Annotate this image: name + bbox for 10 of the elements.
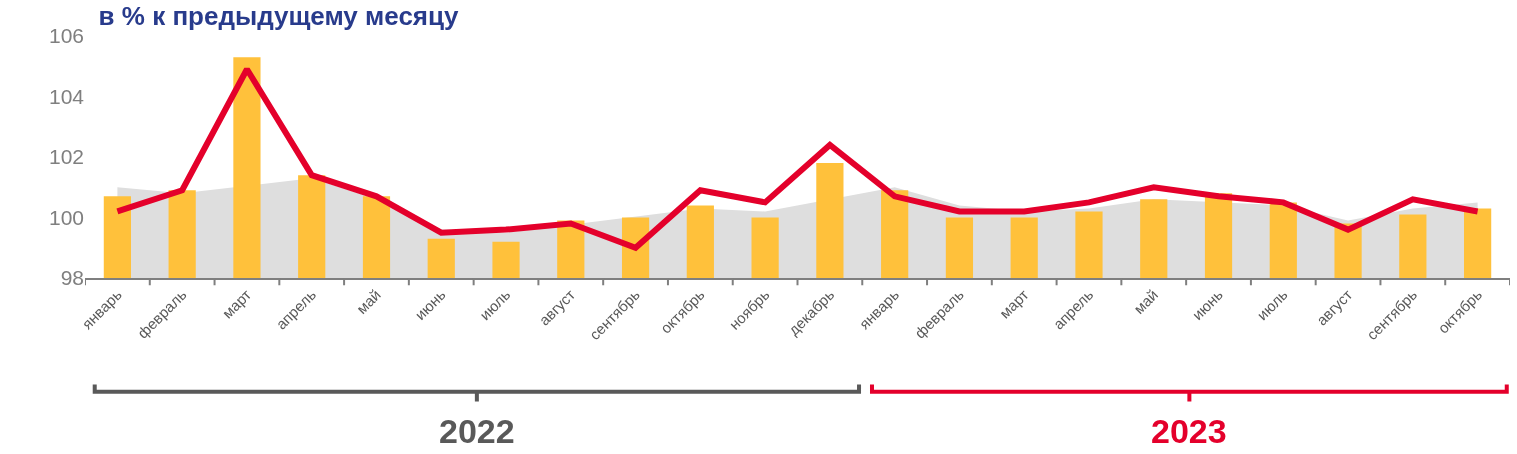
x-tick-label: май [352,285,384,318]
y-tick-label: 102 [48,145,84,169]
y-tick-label: 98 [60,266,84,290]
y-tick-label: 106 [48,24,84,48]
x-tick-label: май [1130,285,1162,318]
text: 2023 [1151,412,1227,450]
chart-title: в % к предыдущему месяцу [98,1,460,32]
y-tick-label: 104 [48,84,85,108]
y-tick-label: 100 [48,205,84,229]
text: 2022 [439,412,515,450]
